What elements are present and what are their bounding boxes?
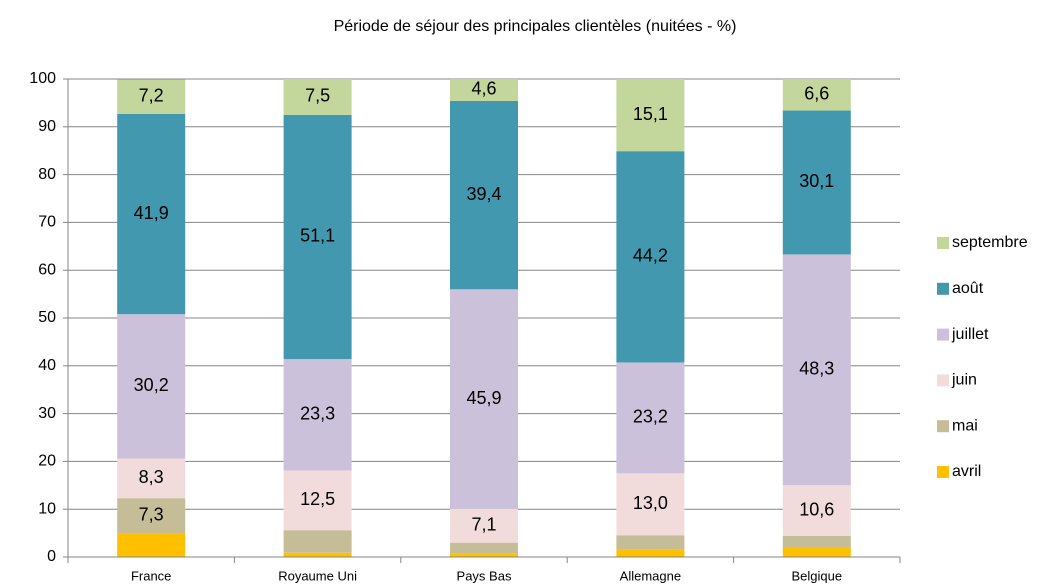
bar-segment bbox=[450, 553, 518, 557]
bar-segment bbox=[117, 498, 186, 534]
data-label: 30,1 bbox=[799, 171, 834, 191]
bar-segment bbox=[283, 470, 352, 531]
bar-segment bbox=[283, 530, 352, 553]
legend-swatch bbox=[937, 237, 949, 249]
bar-segment bbox=[616, 549, 685, 557]
data-label: 48,3 bbox=[799, 359, 834, 379]
bar-segment bbox=[616, 79, 685, 152]
bar-segment bbox=[616, 473, 685, 536]
data-label: 51,1 bbox=[300, 226, 335, 246]
legend-swatch bbox=[937, 328, 949, 341]
bar-segment bbox=[283, 79, 352, 115]
data-label: 30,2 bbox=[134, 375, 169, 395]
bar-segment bbox=[782, 485, 851, 536]
legend-label: juillet bbox=[951, 326, 989, 343]
data-label: 41,9 bbox=[134, 203, 169, 223]
legend-swatch bbox=[937, 374, 949, 387]
x-tick-label: France bbox=[131, 568, 171, 583]
bar-segment bbox=[283, 552, 352, 557]
bar-segment bbox=[450, 289, 518, 509]
legend-swatch bbox=[937, 282, 949, 295]
bar-segment bbox=[117, 533, 186, 557]
y-tick-label: 100 bbox=[29, 70, 56, 87]
bar-segment bbox=[117, 113, 186, 315]
data-label: 12,5 bbox=[300, 489, 335, 509]
bar-segment bbox=[782, 535, 851, 548]
data-label: 45,9 bbox=[466, 388, 501, 408]
bar-segment bbox=[117, 314, 186, 459]
bar-segment bbox=[450, 542, 518, 554]
legend-label: juin bbox=[951, 372, 977, 389]
y-tick-label: 30 bbox=[38, 405, 56, 422]
y-tick-label: 10 bbox=[38, 500, 56, 517]
bar-segment bbox=[782, 110, 851, 255]
bar-segment bbox=[616, 535, 685, 550]
data-label: 39,4 bbox=[466, 184, 501, 204]
y-tick-label: 80 bbox=[38, 166, 56, 183]
bar-segment bbox=[117, 458, 186, 499]
legend-swatch bbox=[937, 420, 949, 433]
data-label: 7,1 bbox=[471, 514, 496, 534]
legend-swatch bbox=[937, 466, 949, 478]
data-label: 6,6 bbox=[804, 84, 829, 104]
data-label: 13,0 bbox=[633, 493, 668, 513]
chart-title: Période de séjour des principales client… bbox=[334, 18, 737, 35]
data-label: 23,3 bbox=[300, 404, 335, 424]
y-tick-label: 70 bbox=[38, 214, 56, 231]
data-label: 8,3 bbox=[139, 467, 164, 487]
bar-segment bbox=[117, 79, 186, 114]
y-tick-label: 40 bbox=[38, 357, 56, 374]
bar-segment bbox=[782, 547, 851, 557]
data-label: 15,1 bbox=[633, 104, 668, 124]
data-label: 23,2 bbox=[633, 407, 668, 427]
y-tick-label: 60 bbox=[38, 261, 56, 278]
x-tick-label: Belgique bbox=[791, 568, 842, 583]
legend-label: mai bbox=[952, 417, 978, 434]
y-tick-label: 50 bbox=[38, 309, 56, 326]
data-label: 7,2 bbox=[139, 85, 164, 105]
bar-segment bbox=[782, 254, 851, 486]
bar-segment bbox=[450, 79, 518, 101]
legend-label: avril bbox=[952, 463, 981, 480]
x-tick-label: Royaume Uni bbox=[278, 568, 357, 583]
bar-segment bbox=[283, 114, 352, 360]
y-tick-label: 0 bbox=[47, 548, 56, 565]
x-tick-label: Allemagne bbox=[620, 568, 681, 583]
x-tick-label: Pays Bas bbox=[457, 568, 512, 583]
data-label: 7,5 bbox=[305, 86, 330, 106]
legend-label: août bbox=[952, 280, 984, 297]
bar-segment bbox=[283, 359, 352, 471]
bar-segment bbox=[782, 79, 851, 111]
bar-segment bbox=[616, 151, 685, 363]
data-label: 4,6 bbox=[471, 79, 496, 99]
data-label: 44,2 bbox=[633, 246, 668, 266]
legend-label: septembre bbox=[952, 234, 1028, 251]
bar-segment bbox=[450, 508, 518, 543]
bar-segment bbox=[616, 362, 685, 474]
bar-segment bbox=[450, 100, 518, 290]
data-label: 7,3 bbox=[139, 504, 164, 524]
y-tick-label: 90 bbox=[38, 118, 56, 135]
data-label: 10,6 bbox=[799, 499, 834, 519]
y-tick-label: 20 bbox=[38, 453, 56, 470]
